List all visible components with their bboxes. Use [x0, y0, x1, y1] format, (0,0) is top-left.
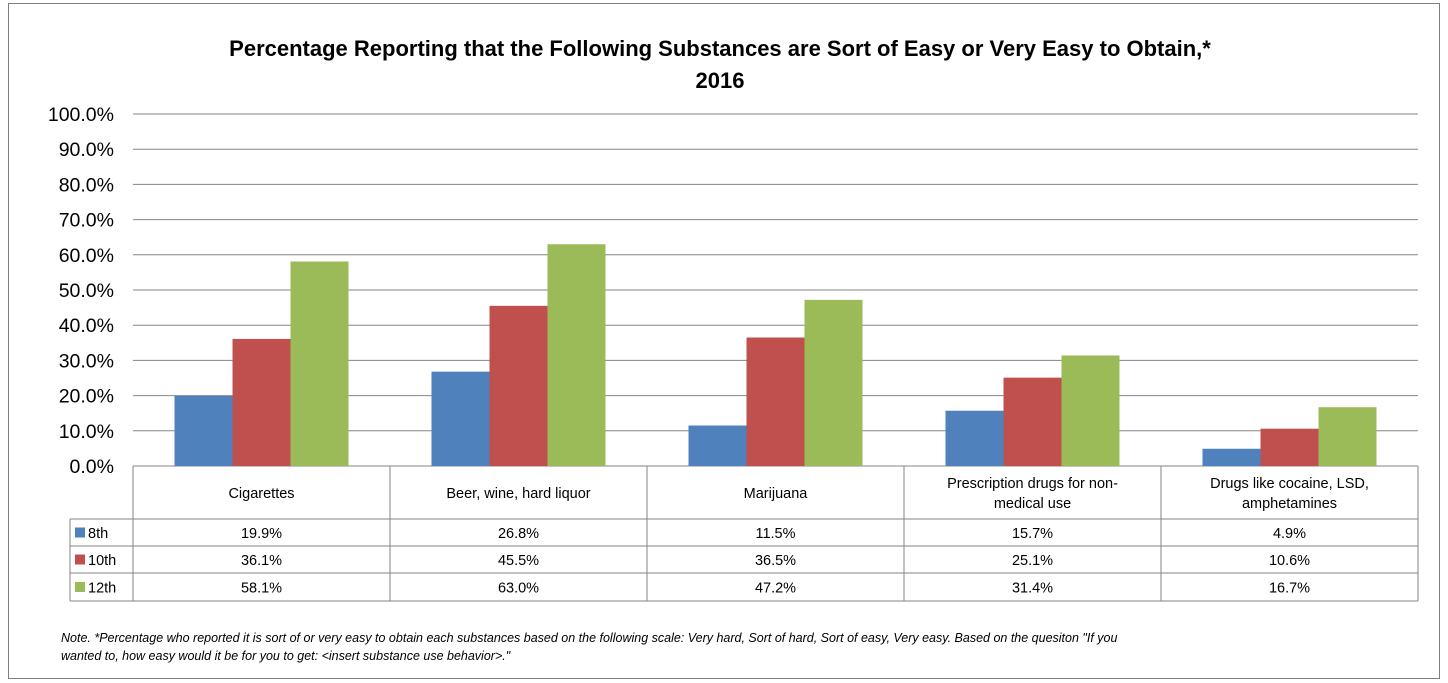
- y-axis-ticks: 0.0% 10.0% 20.0% 30.0% 40.0% 50.0% 60.0% 70.0% 8…: [48, 104, 114, 478]
- bar-10th-5: [1260, 428, 1319, 466]
- legend-label-8th: 8th: [88, 526, 108, 542]
- bar-12th-1: [290, 261, 349, 466]
- data-label: 25.1%: [1012, 553, 1053, 569]
- data-label: 15.7%: [1012, 526, 1053, 542]
- data-label: 45.5%: [498, 553, 539, 569]
- bar-8th-4: [945, 410, 1004, 466]
- data-label: 16.7%: [1269, 581, 1310, 597]
- y-tick-label: 90.0%: [59, 139, 114, 161]
- legend-key-8th: [75, 527, 85, 538]
- bar-8th-3: [688, 425, 747, 466]
- bar-8th-5: [1202, 448, 1261, 466]
- category-label: Prescription drugs for non-: [947, 476, 1118, 492]
- y-tick-label: 60.0%: [59, 245, 114, 267]
- category-label: Drugs like cocaine, LSD,: [1210, 476, 1369, 492]
- legend-key-12th: [75, 582, 85, 592]
- data-label: 63.0%: [498, 581, 539, 597]
- y-tick-label: 100.0%: [48, 104, 114, 126]
- legend-label-10th: 10th: [88, 553, 116, 569]
- y-tick-label: 50.0%: [59, 280, 114, 302]
- bar-12th-3: [804, 299, 863, 466]
- chart: Percentage Reporting that the Following …: [48, 36, 1419, 663]
- y-tick-label: 30.0%: [59, 350, 114, 372]
- data-table: Cigarettes Beer, wine, hard liquor Marijua…: [69, 466, 1419, 602]
- category-label: medical use: [994, 496, 1071, 512]
- note-line-1: Note. *Percentage who reported it is sor…: [61, 631, 1117, 645]
- data-label: 4.9%: [1273, 526, 1306, 542]
- y-tick-label: 10.0%: [59, 421, 114, 443]
- category-label: Marijuana: [744, 486, 809, 502]
- bar-12th-5: [1318, 407, 1377, 466]
- legend-key-10th: [75, 554, 85, 565]
- chart-subtitle: 2016: [696, 68, 745, 93]
- data-label: 10.6%: [1269, 553, 1310, 569]
- data-label: 19.9%: [241, 526, 282, 542]
- bar-12th-2: [547, 244, 606, 466]
- data-label: 11.5%: [755, 526, 795, 542]
- category-label: amphetamines: [1242, 496, 1337, 512]
- bars: [174, 244, 1377, 466]
- data-label: 58.1%: [241, 581, 282, 597]
- bar-8th-2: [431, 371, 490, 466]
- y-tick-label: 0.0%: [70, 456, 114, 478]
- bar-10th-2: [489, 305, 548, 466]
- note-line-2: wanted to, how easy would it be for you …: [61, 649, 511, 663]
- bar-8th-1: [174, 395, 233, 466]
- bar-10th-4: [1003, 377, 1062, 466]
- category-label: Cigarettes: [228, 486, 294, 502]
- chart-frame: Percentage Reporting that the Following …: [8, 3, 1440, 679]
- data-label: 47.2%: [755, 581, 796, 597]
- data-label: 36.5%: [755, 553, 796, 569]
- chart-title: Percentage Reporting that the Following …: [229, 36, 1211, 61]
- data-label: 26.8%: [498, 526, 539, 542]
- data-label: 31.4%: [1012, 581, 1053, 597]
- bar-10th-1: [232, 338, 291, 466]
- y-tick-label: 20.0%: [59, 386, 114, 408]
- y-tick-label: 40.0%: [59, 315, 114, 337]
- bar-10th-3: [746, 337, 805, 466]
- data-label: 36.1%: [241, 553, 282, 569]
- legend-label-12th: 12th: [88, 581, 116, 597]
- y-tick-label: 80.0%: [59, 174, 114, 196]
- y-tick-label: 70.0%: [59, 210, 114, 232]
- bar-12th-4: [1061, 355, 1120, 466]
- category-label: Beer, wine, hard liquor: [446, 486, 590, 502]
